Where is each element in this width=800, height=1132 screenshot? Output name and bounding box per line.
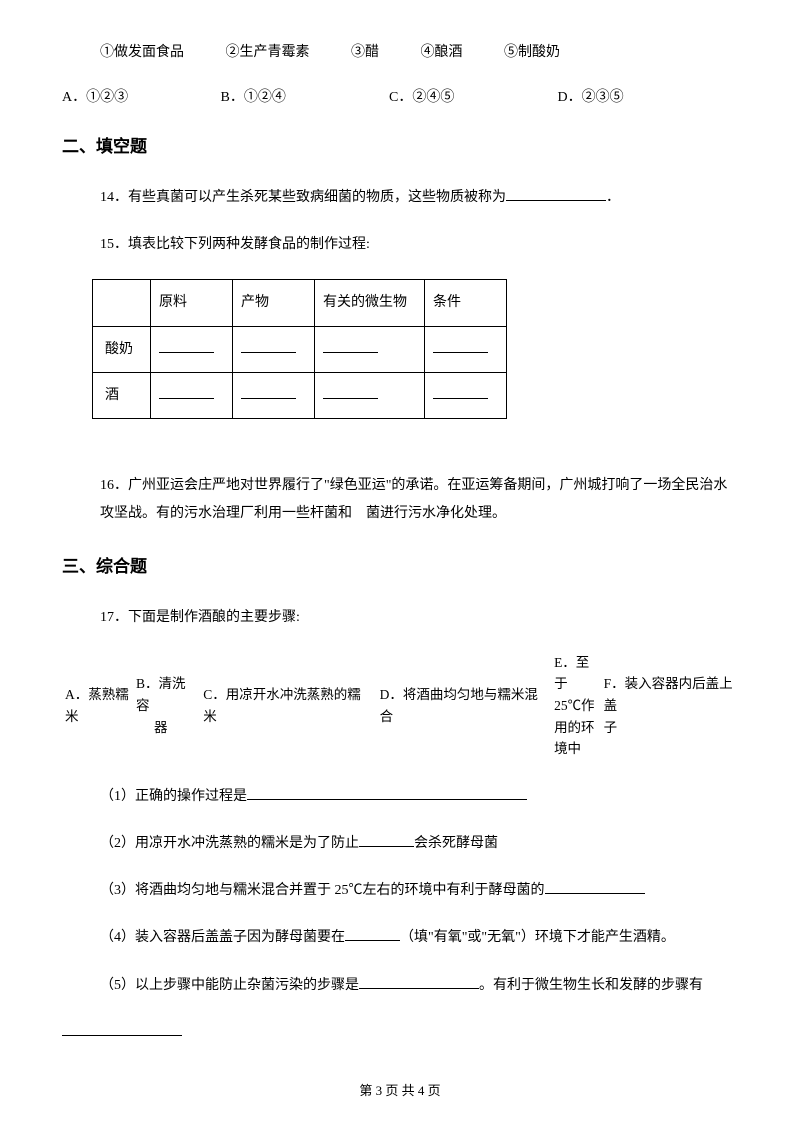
sub1-blank[interactable] [247,784,527,800]
opt3: ③醋 [351,40,379,65]
th-product: 产物 [233,280,315,326]
q14-text1: 有些真菌可以产生杀死某些致病细菌的物质，这些物质被称为 [128,190,506,205]
step-a: A．蒸熟糯 [65,684,130,706]
cell-blank[interactable] [151,372,233,418]
step-c: C．用凉开水冲洗蒸熟的糯米 [200,652,376,760]
answer-a: A．①②③ [62,85,217,110]
sub2-blank[interactable] [359,831,414,847]
step-e3: 25℃作 [554,695,598,717]
step-e5: 境中 [554,738,598,760]
cell-blank[interactable] [315,326,425,372]
q15-num: 15． [100,237,128,252]
cell-blank[interactable] [315,372,425,418]
step-f1: F．装入容器内后盖上盖 [604,673,735,716]
q17-num: 17． [100,610,128,625]
th-condition: 条件 [425,280,507,326]
answer-c: C．②④⑤ [389,85,554,110]
step-a2: 米 [65,706,130,728]
opt5: ⑤制酸奶 [504,40,560,65]
sub2-text1: （2）用凉开水冲洗蒸熟的糯米是为了防止 [100,836,359,851]
q16-num: 16． [100,478,128,493]
th-microbe: 有关的微生物 [315,280,425,326]
sub-q1: （1）正确的操作过程是 [62,784,738,809]
sub-q3: （3）将酒曲均匀地与糯米混合并置于 25℃左右的环境中有利于酵母菌的 [62,878,738,903]
sub-q4: （4）装入容器后盖盖子因为酵母菌要在 （填"有氧"或"无氧"）环境下才能产生酒精。 [62,925,738,950]
sub3-blank[interactable] [545,878,645,894]
options-line: ①做发面食品 ②生产青霉素 ③醋 ④酿酒 ⑤制酸奶 [62,40,738,65]
sub-q2: （2）用凉开水冲洗蒸熟的糯米是为了防止 会杀死酵母菌 [62,831,738,856]
q15-table: 原料 产物 有关的微生物 条件 酸奶 酒 [92,279,507,419]
sub5-blank[interactable] [359,973,479,989]
cell-blank[interactable] [425,326,507,372]
opt1: ①做发面食品 [100,40,184,65]
section-2-header: 二、填空题 [62,132,738,163]
sub4-blank[interactable] [345,925,400,941]
step-d: D．将酒曲均匀地与糯米混合 [377,652,551,760]
cell-blank[interactable] [425,372,507,418]
step-e4: 用的环 [554,717,598,739]
question-15: 15．填表比较下列两种发酵食品的制作过程: [62,232,738,257]
opt2: ②生产青霉素 [226,40,310,65]
sub4-text1: （4）装入容器后盖盖子因为酵母菌要在 [100,930,345,945]
sub1-text: （1）正确的操作过程是 [100,789,247,804]
row-yogurt: 酸奶 [93,326,151,372]
table-corner [93,280,151,326]
sub3-text1: （3）将酒曲均匀地与糯米混合并置于 25℃左右的环境中有利于酵母菌的 [100,883,545,898]
q14-blank[interactable] [506,185,606,201]
opt4: ④酿酒 [421,40,463,65]
answer-d: D．②③⑤ [558,85,624,110]
step-b: B．清洗容 [136,673,197,716]
step-e1: E．至 [554,652,598,674]
sub2-text2: 会杀死酵母菌 [414,836,498,851]
question-14: 14．有些真菌可以产生杀死某些致病细菌的物质，这些物质被称为 ． [62,185,738,210]
q15-text: 填表比较下列两种发酵食品的制作过程: [128,237,370,252]
answer-b: B．①②④ [221,85,386,110]
sub5-text2: 。有利于微生物生长和发酵的步骤有 [479,978,703,993]
step-b2: 器 [136,717,197,739]
step-f2: 子 [604,717,735,739]
q14-text2: ． [606,190,620,205]
answer-choices: A．①②③ B．①②④ C．②④⑤ D．②③⑤ [62,85,738,110]
steps-table: A．蒸熟糯 米 B．清洗容 器 C．用凉开水冲洗蒸熟的糯米 D．将酒曲均匀地与糯… [62,652,738,760]
q17-text: 下面是制作酒酿的主要步骤: [128,610,300,625]
cell-blank[interactable] [233,326,315,372]
q14-num: 14． [100,190,128,205]
th-material: 原料 [151,280,233,326]
row-wine: 酒 [93,372,151,418]
cell-blank[interactable] [151,326,233,372]
sub-q5: （5）以上步骤中能防止杂菌污染的步骤是 。有利于微生物生长和发酵的步骤有 [62,973,738,998]
question-16: 16．广州亚运会庄严地对世界履行了"绿色亚运"的承诺。在亚运筹备期间，广州城打响… [62,472,738,528]
section-3-header: 三、综合题 [62,552,738,583]
step-e2: 于 [554,673,598,695]
page-footer: 第 3 页 共 4 页 [0,1079,800,1102]
cell-blank[interactable] [233,372,315,418]
sub5-text1: （5）以上步骤中能防止杂菌污染的步骤是 [100,978,359,993]
question-17: 17．下面是制作酒酿的主要步骤: [62,605,738,630]
bottom-blank[interactable] [62,1020,738,1045]
q16-text2: 菌进行污水净化处理。 [366,506,506,521]
sub4-text2: （填"有氧"或"无氧"）环境下才能产生酒精。 [400,930,675,945]
